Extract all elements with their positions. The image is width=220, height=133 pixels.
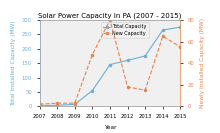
Total Capacity bbox=[144, 55, 147, 57]
New Capacity bbox=[109, 19, 111, 21]
Total Capacity bbox=[91, 90, 94, 91]
Total Capacity bbox=[38, 105, 41, 107]
X-axis label: Year: Year bbox=[104, 125, 116, 130]
New Capacity bbox=[38, 103, 41, 105]
Y-axis label: Total Installed Capacity (MW): Total Installed Capacity (MW) bbox=[11, 20, 16, 106]
Total Capacity bbox=[179, 26, 182, 28]
Line: New Capacity: New Capacity bbox=[38, 19, 181, 105]
Total Capacity bbox=[126, 59, 129, 61]
New Capacity bbox=[73, 102, 76, 104]
Legend: Total Capacity, New Capacity: Total Capacity, New Capacity bbox=[101, 22, 149, 38]
Line: Total Capacity: Total Capacity bbox=[38, 26, 181, 107]
Total Capacity bbox=[109, 64, 111, 65]
New Capacity bbox=[91, 54, 94, 55]
Title: Solar Power Capacity in PA (2007 - 2015): Solar Power Capacity in PA (2007 - 2015) bbox=[38, 12, 182, 19]
Y-axis label: Newly Installed Capacity (MW): Newly Installed Capacity (MW) bbox=[200, 18, 205, 108]
Total Capacity bbox=[73, 104, 76, 105]
New Capacity bbox=[179, 46, 182, 48]
Total Capacity bbox=[161, 29, 164, 31]
New Capacity bbox=[126, 86, 129, 88]
Total Capacity bbox=[56, 104, 59, 106]
New Capacity bbox=[161, 35, 164, 37]
New Capacity bbox=[144, 89, 147, 91]
New Capacity bbox=[56, 102, 59, 104]
